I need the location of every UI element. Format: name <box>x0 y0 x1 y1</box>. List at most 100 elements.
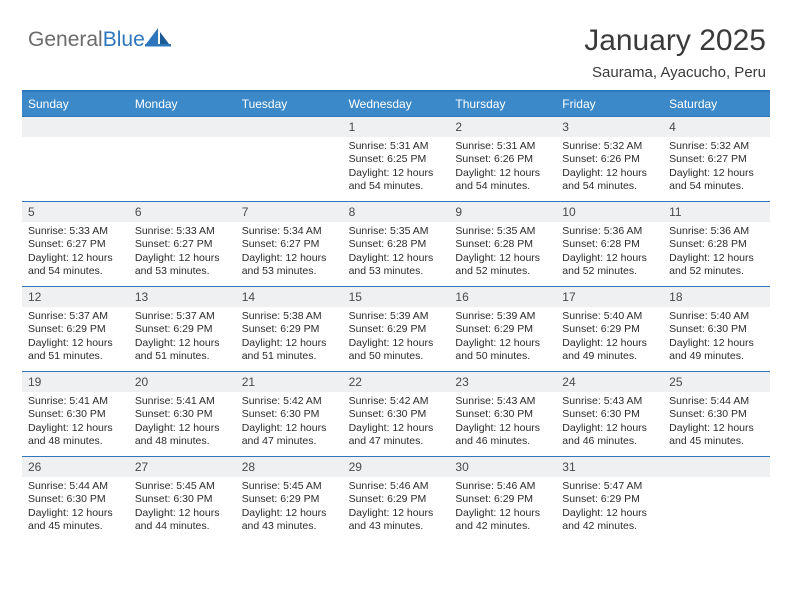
sunset-line: Sunset: 6:30 PM <box>455 408 550 421</box>
daylight-line: Daylight: 12 hours and 51 minutes. <box>135 337 230 364</box>
sunset-line: Sunset: 6:30 PM <box>669 408 764 421</box>
day-cell: 31Sunrise: 5:47 AMSunset: 6:29 PMDayligh… <box>556 457 663 541</box>
sunrise-line: Sunrise: 5:43 AM <box>562 395 657 408</box>
sunset-line: Sunset: 6:26 PM <box>562 153 657 166</box>
calendar: SundayMondayTuesdayWednesdayThursdayFrid… <box>22 90 770 541</box>
day-body: Sunrise: 5:39 AMSunset: 6:29 PMDaylight:… <box>343 307 450 368</box>
sunrise-line: Sunrise: 5:41 AM <box>135 395 230 408</box>
day-body: Sunrise: 5:43 AMSunset: 6:30 PMDaylight:… <box>556 392 663 453</box>
day-body: Sunrise: 5:43 AMSunset: 6:30 PMDaylight:… <box>449 392 556 453</box>
day-cell: 27Sunrise: 5:45 AMSunset: 6:30 PMDayligh… <box>129 457 236 541</box>
sunset-line: Sunset: 6:29 PM <box>562 323 657 336</box>
day-body: Sunrise: 5:32 AMSunset: 6:26 PMDaylight:… <box>556 137 663 198</box>
location: Saurama, Ayacucho, Peru <box>584 64 766 81</box>
day-cell: 23Sunrise: 5:43 AMSunset: 6:30 PMDayligh… <box>449 372 556 456</box>
day-number: 7 <box>236 202 343 222</box>
day-number: 20 <box>129 372 236 392</box>
weeks-container: 1Sunrise: 5:31 AMSunset: 6:25 PMDaylight… <box>22 116 770 541</box>
day-body: Sunrise: 5:39 AMSunset: 6:29 PMDaylight:… <box>449 307 556 368</box>
day-cell: 11Sunrise: 5:36 AMSunset: 6:28 PMDayligh… <box>663 202 770 286</box>
sunrise-line: Sunrise: 5:40 AM <box>669 310 764 323</box>
day-cell: 16Sunrise: 5:39 AMSunset: 6:29 PMDayligh… <box>449 287 556 371</box>
day-body: Sunrise: 5:37 AMSunset: 6:29 PMDaylight:… <box>129 307 236 368</box>
day-body: Sunrise: 5:31 AMSunset: 6:25 PMDaylight:… <box>343 137 450 198</box>
sunset-line: Sunset: 6:30 PM <box>28 493 123 506</box>
day-number: 13 <box>129 287 236 307</box>
day-cell <box>236 117 343 201</box>
day-number: 5 <box>22 202 129 222</box>
day-cell: 28Sunrise: 5:45 AMSunset: 6:29 PMDayligh… <box>236 457 343 541</box>
day-body: Sunrise: 5:36 AMSunset: 6:28 PMDaylight:… <box>556 222 663 283</box>
sunrise-line: Sunrise: 5:46 AM <box>349 480 444 493</box>
day-body: Sunrise: 5:45 AMSunset: 6:29 PMDaylight:… <box>236 477 343 538</box>
day-body: Sunrise: 5:46 AMSunset: 6:29 PMDaylight:… <box>343 477 450 538</box>
sunrise-line: Sunrise: 5:46 AM <box>455 480 550 493</box>
day-body: Sunrise: 5:33 AMSunset: 6:27 PMDaylight:… <box>22 222 129 283</box>
day-number: 21 <box>236 372 343 392</box>
day-cell <box>663 457 770 541</box>
daylight-line: Daylight: 12 hours and 48 minutes. <box>135 422 230 449</box>
sunrise-line: Sunrise: 5:33 AM <box>28 225 123 238</box>
day-body <box>129 137 236 144</box>
day-number: 28 <box>236 457 343 477</box>
day-cell: 29Sunrise: 5:46 AMSunset: 6:29 PMDayligh… <box>343 457 450 541</box>
daylight-line: Daylight: 12 hours and 53 minutes. <box>242 252 337 279</box>
day-number: 10 <box>556 202 663 222</box>
week-row: 5Sunrise: 5:33 AMSunset: 6:27 PMDaylight… <box>22 201 770 286</box>
day-number: 16 <box>449 287 556 307</box>
sunrise-line: Sunrise: 5:41 AM <box>28 395 123 408</box>
day-number: 11 <box>663 202 770 222</box>
daylight-line: Daylight: 12 hours and 47 minutes. <box>349 422 444 449</box>
daylight-line: Daylight: 12 hours and 52 minutes. <box>562 252 657 279</box>
day-cell: 13Sunrise: 5:37 AMSunset: 6:29 PMDayligh… <box>129 287 236 371</box>
week-row: 19Sunrise: 5:41 AMSunset: 6:30 PMDayligh… <box>22 371 770 456</box>
daylight-line: Daylight: 12 hours and 45 minutes. <box>28 507 123 534</box>
day-cell: 26Sunrise: 5:44 AMSunset: 6:30 PMDayligh… <box>22 457 129 541</box>
sunset-line: Sunset: 6:29 PM <box>135 323 230 336</box>
sunrise-line: Sunrise: 5:43 AM <box>455 395 550 408</box>
weekday-header: Tuesday <box>236 92 343 116</box>
weekday-header: Wednesday <box>343 92 450 116</box>
day-body: Sunrise: 5:44 AMSunset: 6:30 PMDaylight:… <box>22 477 129 538</box>
daylight-line: Daylight: 12 hours and 42 minutes. <box>455 507 550 534</box>
sunrise-line: Sunrise: 5:37 AM <box>135 310 230 323</box>
daylight-line: Daylight: 12 hours and 46 minutes. <box>455 422 550 449</box>
day-cell: 20Sunrise: 5:41 AMSunset: 6:30 PMDayligh… <box>129 372 236 456</box>
weekday-header: Saturday <box>663 92 770 116</box>
sunset-line: Sunset: 6:29 PM <box>455 323 550 336</box>
day-cell: 25Sunrise: 5:44 AMSunset: 6:30 PMDayligh… <box>663 372 770 456</box>
day-body: Sunrise: 5:45 AMSunset: 6:30 PMDaylight:… <box>129 477 236 538</box>
sunset-line: Sunset: 6:29 PM <box>562 493 657 506</box>
daylight-line: Daylight: 12 hours and 50 minutes. <box>455 337 550 364</box>
daylight-line: Daylight: 12 hours and 45 minutes. <box>669 422 764 449</box>
day-body: Sunrise: 5:35 AMSunset: 6:28 PMDaylight:… <box>449 222 556 283</box>
daylight-line: Daylight: 12 hours and 52 minutes. <box>455 252 550 279</box>
sunrise-line: Sunrise: 5:34 AM <box>242 225 337 238</box>
day-number: 2 <box>449 117 556 137</box>
day-cell: 14Sunrise: 5:38 AMSunset: 6:29 PMDayligh… <box>236 287 343 371</box>
sunrise-line: Sunrise: 5:40 AM <box>562 310 657 323</box>
brand-general: General <box>28 28 103 51</box>
sunrise-line: Sunrise: 5:35 AM <box>455 225 550 238</box>
weekday-header-row: SundayMondayTuesdayWednesdayThursdayFrid… <box>22 92 770 116</box>
day-number: 3 <box>556 117 663 137</box>
daylight-line: Daylight: 12 hours and 51 minutes. <box>28 337 123 364</box>
day-cell: 6Sunrise: 5:33 AMSunset: 6:27 PMDaylight… <box>129 202 236 286</box>
sunset-line: Sunset: 6:29 PM <box>28 323 123 336</box>
sunset-line: Sunset: 6:30 PM <box>669 323 764 336</box>
daylight-line: Daylight: 12 hours and 43 minutes. <box>349 507 444 534</box>
sunset-line: Sunset: 6:30 PM <box>28 408 123 421</box>
daylight-line: Daylight: 12 hours and 54 minutes. <box>349 167 444 194</box>
day-number: 30 <box>449 457 556 477</box>
day-number <box>236 117 343 137</box>
week-row: 1Sunrise: 5:31 AMSunset: 6:25 PMDaylight… <box>22 116 770 201</box>
day-number: 9 <box>449 202 556 222</box>
day-body: Sunrise: 5:41 AMSunset: 6:30 PMDaylight:… <box>22 392 129 453</box>
day-cell: 5Sunrise: 5:33 AMSunset: 6:27 PMDaylight… <box>22 202 129 286</box>
daylight-line: Daylight: 12 hours and 53 minutes. <box>135 252 230 279</box>
daylight-line: Daylight: 12 hours and 54 minutes. <box>28 252 123 279</box>
sunrise-line: Sunrise: 5:37 AM <box>28 310 123 323</box>
sail-icon <box>145 26 171 53</box>
day-body: Sunrise: 5:32 AMSunset: 6:27 PMDaylight:… <box>663 137 770 198</box>
daylight-line: Daylight: 12 hours and 54 minutes. <box>455 167 550 194</box>
